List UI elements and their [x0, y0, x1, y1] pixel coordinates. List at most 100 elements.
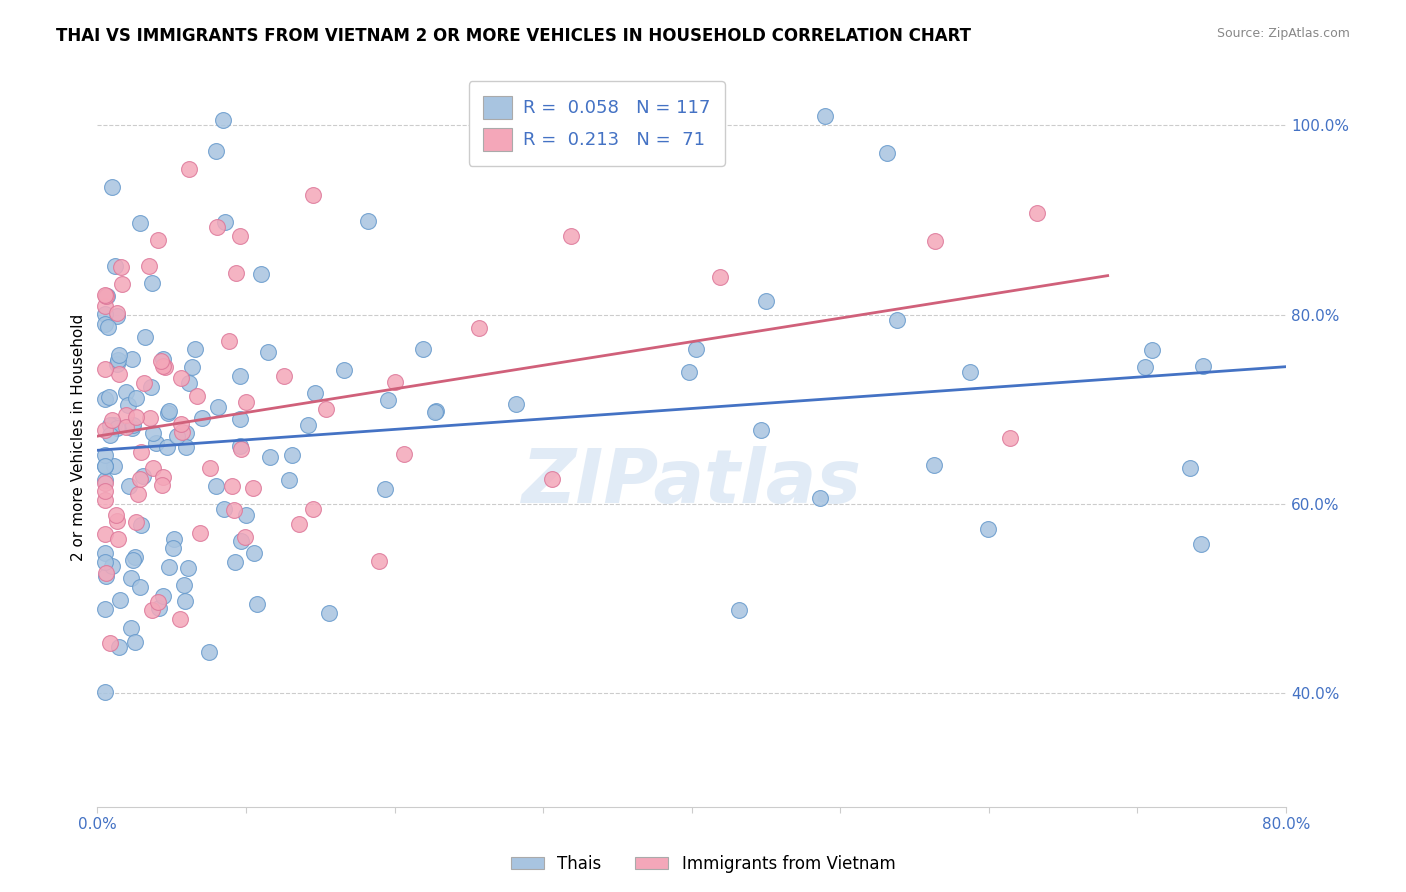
Point [174, 426, 197, 441]
Point [142, 425, 165, 440]
Point [98, 417, 121, 432]
Point [221, 479, 243, 493]
Point [117, 399, 139, 413]
Point [273, 368, 295, 383]
Point [94, 361, 117, 376]
Point [218, 334, 240, 348]
Point [101, 558, 124, 573]
Point [103, 417, 125, 432]
Point [1192, 359, 1215, 373]
Point [94, 317, 117, 331]
Point [468, 321, 491, 335]
Point [205, 145, 228, 159]
Point [357, 214, 380, 228]
Point [186, 389, 208, 403]
Point [152, 470, 174, 484]
Point [124, 635, 146, 649]
Point [132, 376, 155, 391]
Point [256, 344, 278, 359]
Legend: Thais, Immigrants from Vietnam: Thais, Immigrants from Vietnam [503, 848, 903, 880]
Point [129, 444, 152, 458]
Point [541, 472, 564, 486]
Point [122, 553, 145, 567]
Point [146, 234, 169, 248]
Point [94, 566, 117, 580]
Point [157, 404, 180, 418]
Point [177, 161, 200, 176]
Point [110, 593, 132, 607]
Point [297, 418, 319, 433]
Point [98, 428, 121, 442]
Point [94, 448, 117, 462]
Point [96, 289, 118, 303]
Point [288, 517, 311, 532]
Point [808, 491, 831, 506]
Point [157, 559, 180, 574]
Point [332, 363, 354, 377]
Point [94, 546, 117, 560]
Point [1026, 206, 1049, 220]
Point [425, 404, 447, 418]
Point [922, 458, 945, 472]
Point [198, 461, 221, 475]
Point [302, 502, 325, 516]
Point [101, 413, 124, 427]
Point [150, 354, 173, 368]
Point [755, 293, 778, 308]
Point [174, 594, 197, 608]
Point [174, 440, 197, 454]
Point [129, 216, 152, 230]
Point [94, 475, 117, 490]
Point [98, 636, 121, 650]
Point [377, 392, 399, 407]
Point [152, 589, 174, 603]
Point [105, 421, 128, 435]
Point [1135, 360, 1157, 375]
Point [184, 343, 207, 357]
Point [423, 405, 446, 419]
Point [886, 312, 908, 326]
Y-axis label: 2 or more Vehicles in Household: 2 or more Vehicles in Household [72, 314, 86, 561]
Point [157, 406, 180, 420]
Point [121, 351, 143, 366]
Point [142, 461, 165, 475]
Point [94, 289, 117, 303]
Point [120, 621, 142, 635]
Point [152, 478, 174, 492]
Point [229, 229, 252, 244]
Point [131, 468, 153, 483]
Point [118, 479, 141, 493]
Point [243, 546, 266, 560]
Point [134, 330, 156, 344]
Point [97, 320, 120, 334]
Point [124, 549, 146, 564]
Point [108, 367, 131, 381]
Point [235, 508, 257, 522]
Point [107, 352, 129, 367]
Point [1180, 461, 1202, 475]
Point [259, 450, 281, 464]
Point [170, 371, 193, 385]
Point [169, 611, 191, 625]
Point [139, 410, 162, 425]
Text: THAI VS IMMIGRANTS FROM VIETNAM 2 OR MORE VEHICLES IN HOUSEHOLD CORRELATION CHAR: THAI VS IMMIGRANTS FROM VIETNAM 2 OR MOR… [56, 27, 972, 45]
Point [242, 481, 264, 495]
Point [107, 348, 129, 362]
Point [368, 554, 391, 568]
Point [229, 369, 252, 384]
Point [170, 417, 193, 431]
Point [228, 439, 250, 453]
Legend: R =  0.058   N = 117, R =  0.213   N =  71: R = 0.058 N = 117, R = 0.213 N = 71 [468, 81, 724, 166]
Text: ZIPatlas: ZIPatlas [522, 446, 862, 518]
Point [141, 276, 163, 290]
Point [94, 601, 117, 615]
Point [152, 352, 174, 367]
Text: Source: ZipAtlas.com: Source: ZipAtlas.com [1216, 27, 1350, 40]
Point [148, 601, 170, 615]
Point [235, 394, 257, 409]
Point [121, 421, 143, 435]
Point [814, 109, 837, 123]
Point [318, 607, 340, 621]
Point [127, 486, 149, 500]
Point [94, 527, 117, 541]
